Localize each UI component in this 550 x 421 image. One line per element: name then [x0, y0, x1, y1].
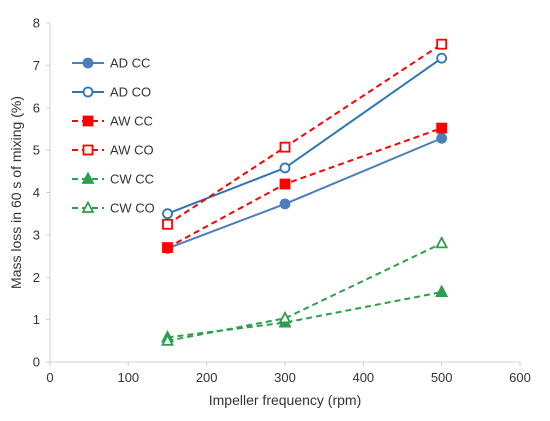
legend-swatch-marker: [82, 57, 94, 69]
series-cw-cc: [161, 284, 449, 343]
data-point: [162, 218, 173, 230]
x-tick-label: 200: [196, 370, 218, 385]
series-line: [167, 127, 443, 249]
y-tick-label: 0: [33, 355, 40, 370]
data-point: [279, 178, 291, 190]
y-tick-label: 3: [33, 227, 40, 242]
legend-label: AD CO: [110, 85, 151, 100]
legend-label: AW CO: [110, 143, 154, 158]
legend-item: CW CC: [72, 172, 154, 187]
legend-item: AD CC: [72, 56, 150, 71]
y-tick-label: 8: [33, 16, 40, 31]
legend-label: AW CC: [110, 114, 153, 129]
data-point: [436, 122, 448, 134]
legend-item: CW CO: [72, 201, 155, 216]
x-tick-label: 100: [117, 370, 139, 385]
legend-swatch-marker: [81, 200, 95, 213]
data-point: [162, 208, 173, 220]
series-line: [167, 291, 442, 339]
legend-swatch-marker: [82, 144, 94, 156]
x-tick-label: 400: [352, 370, 374, 385]
series-ad-cc: [162, 132, 448, 254]
data-point: [161, 333, 174, 346]
series-line: [167, 57, 443, 215]
data-point: [162, 242, 173, 253]
data-point: [279, 162, 291, 174]
y-tick-label: 4: [33, 185, 40, 200]
data-point: [278, 310, 292, 324]
y-tick-label: 5: [33, 143, 40, 158]
legend-swatch-marker: [82, 86, 94, 98]
legend-swatch-marker: [81, 171, 95, 184]
data-point: [435, 235, 449, 249]
series-aw-co: [162, 38, 448, 230]
data-point: [436, 52, 448, 64]
series-ad-co: [162, 52, 448, 220]
x-tick-label: 0: [46, 370, 53, 385]
legend-item: AW CC: [72, 114, 153, 129]
y-tick-label: 6: [33, 100, 40, 115]
data-point: [279, 198, 291, 210]
legend-item: AW CO: [72, 143, 154, 158]
legend: AD CC AD CO AW CC AW CO CW CC CW CO: [72, 56, 155, 216]
legend-swatch-marker: [82, 115, 94, 127]
series-line: [167, 242, 443, 342]
y-tick-label: 1: [33, 312, 40, 327]
series-aw-cc: [162, 122, 448, 253]
x-tick-label: 300: [274, 370, 296, 385]
y-axis-title: Mass loss in 60 s of mixing (%): [8, 96, 24, 289]
series-cw-co: [161, 235, 449, 346]
axes: 0 100 200 300 400 500 600 0 1 2 3 4 5 6 7 8: [33, 16, 531, 386]
data-point: [436, 38, 448, 50]
y-tick-label: 7: [33, 58, 40, 73]
legend-item: AD CO: [72, 85, 151, 100]
legend-label: CW CC: [110, 172, 154, 187]
x-tick-label: 500: [431, 370, 453, 385]
legend-label: AD CC: [110, 56, 150, 71]
data-point: [436, 132, 448, 144]
data-point: [279, 141, 291, 153]
x-axis-title: Impeller frequency (rpm): [209, 392, 362, 408]
legend-label: CW CO: [110, 201, 155, 216]
x-tick-label: 600: [509, 370, 531, 385]
data-point: [435, 284, 449, 297]
y-tick-label: 2: [33, 270, 40, 285]
series-layer: [161, 38, 449, 346]
